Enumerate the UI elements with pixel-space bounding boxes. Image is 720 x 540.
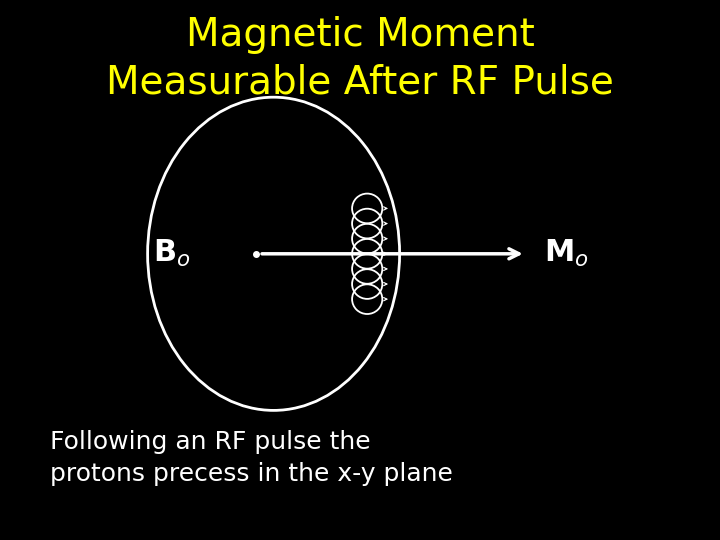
Text: $\mathbf{B}_o$: $\mathbf{B}_o$ bbox=[153, 238, 191, 269]
Text: Magnetic Moment
Measurable After RF Pulse: Magnetic Moment Measurable After RF Puls… bbox=[106, 16, 614, 101]
Text: Following an RF pulse the
protons precess in the x-y plane: Following an RF pulse the protons preces… bbox=[50, 430, 454, 486]
Text: $\mathbf{M}_o$: $\mathbf{M}_o$ bbox=[544, 238, 588, 269]
